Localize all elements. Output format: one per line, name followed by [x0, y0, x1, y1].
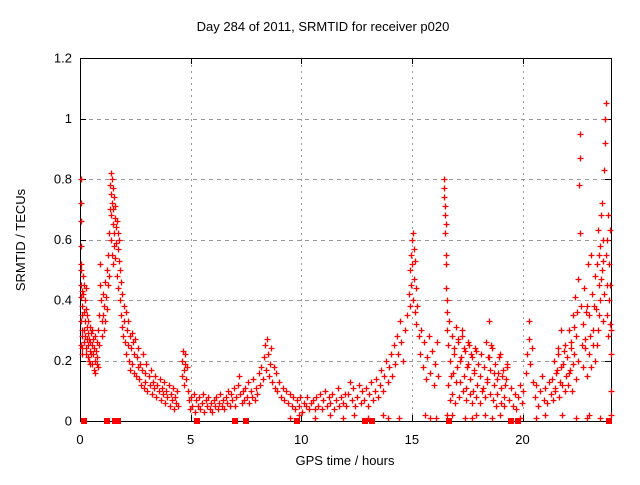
- y-tick-label: 0.4: [54, 293, 72, 308]
- zero-flag-square: [515, 418, 521, 424]
- zero-flag-markers: [81, 418, 612, 424]
- zero-flag-square: [294, 418, 300, 424]
- x-tick-label: 15: [405, 432, 419, 447]
- zero-flag-square: [362, 418, 368, 424]
- zero-flag-square: [104, 418, 110, 424]
- zero-flag-square: [606, 418, 612, 424]
- zero-flag-square: [232, 418, 238, 424]
- y-axis-label: SRMTID / TECUs: [13, 188, 28, 291]
- y-tick-label: 0: [65, 414, 72, 429]
- zero-flag-square: [369, 418, 375, 424]
- zero-flag-square: [446, 418, 452, 424]
- chart-title: Day 284 of 2011, SRMTID for receiver p02…: [197, 19, 450, 34]
- x-tick-label: 5: [187, 432, 194, 447]
- data-points: [78, 100, 615, 422]
- y-tick-label: 0.2: [54, 353, 72, 368]
- zero-flag-square: [508, 418, 514, 424]
- zero-flag-square: [243, 418, 249, 424]
- zero-flag-square: [115, 418, 121, 424]
- axis-ticks: [80, 58, 611, 422]
- y-tick-label: 1.2: [54, 51, 72, 66]
- y-tick-label: 1: [65, 111, 72, 126]
- data-points-layer: [78, 100, 615, 422]
- x-tick-label: 20: [515, 432, 529, 447]
- x-tick-label: 0: [76, 432, 83, 447]
- x-tick-label: 10: [294, 432, 308, 447]
- y-tick-label: 0.8: [54, 172, 72, 187]
- zero-flag-square: [194, 418, 200, 424]
- grid-layer: [81, 59, 610, 420]
- y-tick-label: 0.6: [54, 232, 72, 247]
- zero-flag-square: [81, 418, 87, 424]
- tick-labels: 0 5 10 15 20 0 0.2 0.4 0.6 0.8 1 1.2: [54, 51, 530, 448]
- x-axis-label: GPS time / hours: [296, 453, 395, 468]
